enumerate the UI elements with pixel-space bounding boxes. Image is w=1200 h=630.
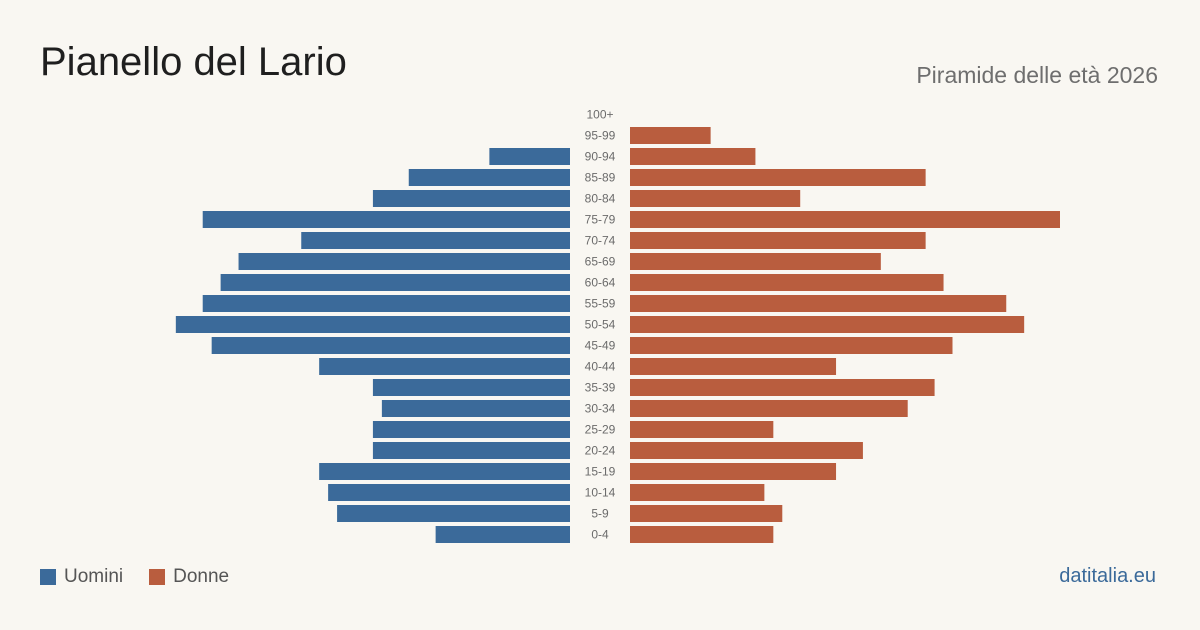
bar-male-45-49 [211, 337, 570, 354]
bar-male-50-54 [175, 316, 571, 333]
chart-subtitle: Piramide delle età 2026 [916, 62, 1158, 88]
bar-female-60-64 [630, 274, 944, 291]
bar-male-80-84 [372, 190, 570, 207]
bar-female-35-39 [630, 379, 935, 396]
bar-female-10-14 [630, 484, 765, 501]
age-label-90-94: 90-94 [585, 150, 616, 164]
legend-item-male: Uomini [40, 566, 123, 588]
bar-female-50-54 [630, 316, 1025, 333]
legend-swatch-female [149, 569, 166, 585]
bar-male-90-94 [489, 148, 570, 165]
source-link[interactable]: datitalia.eu [1059, 565, 1156, 587]
bar-male-25-29 [372, 421, 570, 438]
bar-male-35-39 [372, 379, 570, 396]
age-label-45-49: 45-49 [585, 339, 616, 353]
bar-male-65-69 [238, 253, 570, 270]
bar-female-25-29 [630, 421, 774, 438]
bar-female-55-59 [630, 295, 1007, 312]
age-label-95-99: 95-99 [585, 129, 616, 143]
age-label-75-79: 75-79 [585, 213, 616, 227]
age-label-40-44: 40-44 [585, 360, 616, 374]
bar-male-85-89 [408, 169, 570, 186]
age-label-85-89: 85-89 [585, 171, 616, 185]
age-label-25-29: 25-29 [585, 423, 616, 437]
bar-female-0-4 [630, 526, 774, 543]
bar-female-20-24 [630, 442, 863, 459]
legend-label-male: Uomini [64, 566, 124, 587]
age-label-15-19: 15-19 [585, 465, 616, 479]
age-label-100plus: 100+ [586, 108, 613, 122]
bar-male-70-74 [301, 232, 570, 249]
bar-male-75-79 [202, 211, 571, 228]
bar-female-40-44 [630, 358, 837, 375]
bar-female-80-84 [630, 190, 801, 207]
legend-label-female: Donne [173, 566, 230, 587]
age-label-20-24: 20-24 [585, 444, 616, 458]
bar-female-15-19 [630, 463, 837, 480]
bar-male-40-44 [319, 358, 570, 375]
age-label-70-74: 70-74 [585, 234, 616, 248]
age-label-55-59: 55-59 [585, 297, 616, 311]
age-label-80-84: 80-84 [585, 192, 616, 206]
bar-female-75-79 [630, 211, 1060, 228]
age-label-65-69: 65-69 [585, 255, 616, 269]
bar-female-65-69 [630, 253, 881, 270]
legend: Uomini Donne [40, 566, 229, 588]
age-label-50-54: 50-54 [585, 318, 616, 332]
bar-female-30-34 [630, 400, 908, 417]
bar-female-45-49 [630, 337, 953, 354]
chart-title: Pianello del Lario [40, 40, 347, 84]
age-label-35-39: 35-39 [585, 381, 616, 395]
age-label-10-14: 10-14 [585, 486, 616, 500]
bar-female-85-89 [630, 169, 926, 186]
bar-male-0-4 [435, 526, 570, 543]
bar-male-55-59 [202, 295, 571, 312]
bar-female-70-74 [630, 232, 926, 249]
bar-male-60-64 [220, 274, 570, 291]
bar-male-5-9 [337, 505, 570, 522]
bar-male-15-19 [319, 463, 570, 480]
age-label-5-9: 5-9 [591, 507, 609, 521]
bar-female-90-94 [630, 148, 756, 165]
age-label-0-4: 0-4 [591, 528, 609, 542]
age-label-60-64: 60-64 [585, 276, 616, 290]
legend-item-female: Donne [149, 566, 229, 588]
legend-swatch-male [40, 569, 56, 585]
age-label-30-34: 30-34 [585, 402, 616, 416]
bar-female-95-99 [630, 127, 711, 144]
bar-male-10-14 [328, 484, 570, 501]
bar-female-5-9 [630, 505, 783, 522]
bar-male-30-34 [381, 400, 570, 417]
bar-male-20-24 [372, 442, 570, 459]
